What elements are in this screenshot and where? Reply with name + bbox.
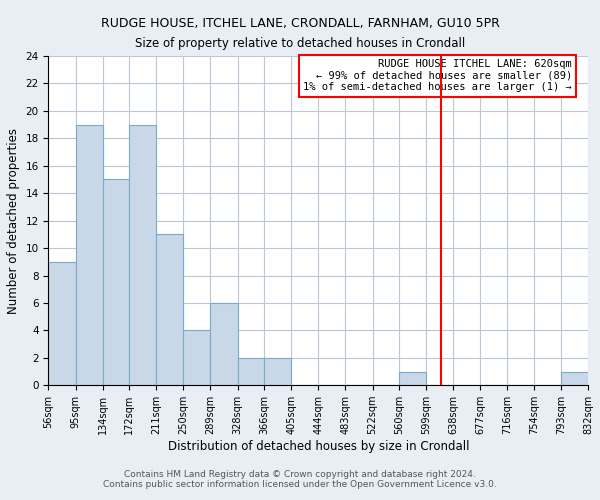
Bar	[103, 180, 129, 386]
Bar	[76, 124, 103, 386]
Text: Size of property relative to detached houses in Crondall: Size of property relative to detached ho…	[135, 38, 465, 51]
Text: RUDGE HOUSE, ITCHEL LANE, CRONDALL, FARNHAM, GU10 5PR: RUDGE HOUSE, ITCHEL LANE, CRONDALL, FARN…	[101, 18, 499, 30]
Text: RUDGE HOUSE ITCHEL LANE: 620sqm
← 99% of detached houses are smaller (89)
1% of : RUDGE HOUSE ITCHEL LANE: 620sqm ← 99% of…	[303, 59, 572, 92]
Bar	[156, 234, 184, 386]
Text: Contains HM Land Registry data © Crown copyright and database right 2024.
Contai: Contains HM Land Registry data © Crown c…	[103, 470, 497, 489]
Bar	[129, 124, 156, 386]
Bar	[264, 358, 291, 386]
Bar	[49, 262, 76, 386]
Bar	[238, 358, 264, 386]
Bar	[184, 330, 211, 386]
Bar	[399, 372, 426, 386]
Bar	[211, 303, 238, 386]
X-axis label: Distribution of detached houses by size in Crondall: Distribution of detached houses by size …	[167, 440, 469, 453]
Bar	[561, 372, 588, 386]
Y-axis label: Number of detached properties: Number of detached properties	[7, 128, 20, 314]
